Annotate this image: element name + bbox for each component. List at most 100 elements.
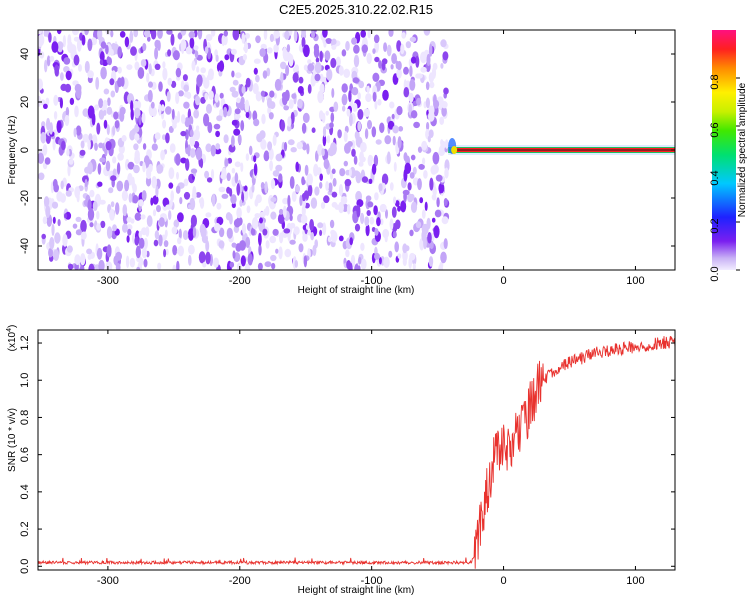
spectrogram-cell — [373, 34, 380, 44]
spectrogram-cell — [280, 71, 284, 84]
spectrogram-cell — [122, 204, 128, 217]
spectrogram-cell — [151, 176, 157, 189]
spectrogram-cell — [57, 219, 61, 227]
spectrogram-cell — [87, 208, 95, 221]
spectrogram-cell — [97, 163, 102, 175]
spectrogram-cell — [309, 219, 314, 231]
spectrogram-cell — [256, 133, 263, 143]
spectrogram-cell — [262, 228, 268, 236]
x-tick-label: -100 — [361, 275, 383, 287]
spectrogram-cell — [189, 129, 194, 138]
spectrogram-cell — [346, 260, 351, 270]
spectrogram-cell — [232, 30, 240, 41]
spectrogram-cell — [236, 183, 241, 196]
spectrogram-cell — [395, 200, 400, 207]
spectrogram-cell — [252, 83, 259, 95]
spectrogram-cell — [223, 106, 228, 118]
spectrogram-cell — [325, 38, 333, 44]
spectrogram-cell — [389, 101, 395, 109]
spectrogram-cell — [331, 168, 336, 175]
spectrogram-cell — [331, 39, 337, 45]
spectrogram-cell — [340, 196, 348, 205]
spectrogram-cell — [301, 205, 306, 217]
spectrogram-cell — [158, 234, 163, 247]
spectrogram-cell — [206, 103, 212, 114]
spectrogram-cell — [100, 41, 107, 49]
spectrogram-cell — [335, 56, 341, 67]
spectrogram-cell — [394, 241, 400, 253]
spectrogram-cell — [424, 201, 428, 211]
spectrogram-cell — [402, 243, 408, 254]
spectrogram-cell — [140, 59, 147, 67]
spectrogram-cell — [143, 258, 148, 268]
spectrogram-cell — [250, 227, 256, 236]
spectrogram-cell — [136, 266, 141, 270]
spectrogram-cell — [82, 108, 90, 117]
spectrogram-cell — [444, 139, 449, 149]
spectrogram-cell — [266, 97, 273, 109]
spectrogram-cell — [163, 240, 169, 248]
spectrogram-cell — [245, 77, 251, 88]
spectrogram-cell — [389, 182, 394, 191]
spectrogram-cell — [398, 126, 404, 132]
spectrogram-cell — [134, 133, 140, 141]
spectrogram-cell — [146, 72, 150, 83]
spectrogram-cell — [300, 214, 308, 224]
spectrogram-cell — [431, 164, 439, 174]
spectrogram-cell — [302, 142, 307, 151]
spectrogram-cell — [129, 95, 135, 103]
spectrogram-cell — [112, 156, 117, 164]
spectrogram-cell — [353, 44, 360, 54]
spectrogram-cell — [363, 108, 370, 117]
spectrogram-cell — [277, 213, 285, 224]
spectrogram-cell — [130, 218, 135, 224]
spectrogram-cell — [162, 134, 166, 141]
spectrogram-cell — [191, 60, 196, 71]
spectrogram-cell — [45, 97, 50, 106]
y-tick-label: 20 — [19, 96, 31, 108]
spectrogram-cell — [425, 97, 430, 109]
spectrogram-cell — [137, 67, 145, 79]
spectrogram-cell — [165, 248, 169, 256]
spectrogram-cell — [253, 163, 258, 176]
spectrogram-cell — [283, 105, 290, 111]
spectrogram-cell — [205, 251, 211, 265]
spectrogram-cell — [176, 248, 183, 255]
spectrogram-cell — [253, 118, 260, 127]
spectrogram-cell — [110, 90, 116, 98]
spectrogram-cell — [338, 235, 344, 242]
spectrogram-cell — [210, 144, 216, 157]
spectrogram-cell — [177, 110, 181, 123]
spectrogram-cell — [343, 160, 348, 167]
spectrogram-cell — [409, 36, 417, 43]
spectrogram-cell — [103, 109, 107, 116]
y-tick-label: 1.0 — [19, 373, 31, 388]
spectrogram-cell — [240, 120, 245, 132]
spectrogram-cell — [237, 134, 242, 145]
spectrogram-cell — [341, 49, 347, 57]
spectrogram-cell — [94, 104, 100, 111]
spectrogram-cell — [330, 57, 337, 69]
spectrogram-cell — [343, 131, 348, 143]
spectrogram-cell — [444, 167, 449, 179]
spectrogram-cell — [235, 72, 242, 79]
spectrogram-cell — [175, 92, 180, 104]
spectrogram-cell — [180, 39, 187, 51]
spectrogram-cell — [245, 111, 250, 119]
spectrogram-cell — [138, 257, 144, 267]
spectrogram-cell — [127, 161, 135, 170]
spectrogram-cell — [367, 30, 371, 39]
spectrogram-cell — [84, 166, 91, 174]
spectrogram-cell — [188, 204, 192, 210]
spectrogram-cell — [205, 34, 213, 41]
spectrogram-cell — [152, 195, 159, 205]
spectrogram-cell — [126, 64, 133, 70]
spectrogram-cell — [106, 226, 113, 239]
spectrogram-cell — [87, 38, 93, 52]
spectrogram-cell — [292, 72, 299, 83]
spectrogram-cell — [301, 193, 307, 202]
spectrogram-cell — [428, 256, 434, 267]
spectrogram-cell — [98, 142, 104, 149]
spectrogram-cell — [233, 218, 241, 228]
